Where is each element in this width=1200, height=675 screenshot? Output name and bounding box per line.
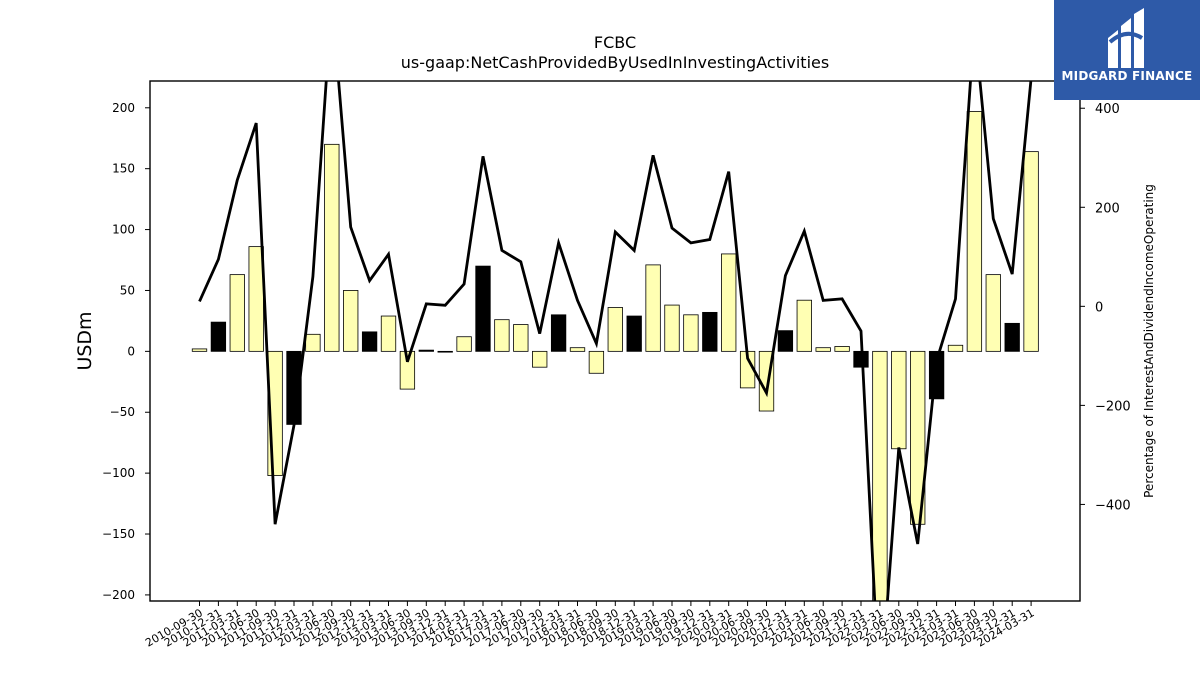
- bar: [324, 143, 340, 352]
- chart-title: FCBC: [594, 33, 636, 52]
- bar: [494, 319, 510, 352]
- y2-tick-label: 200: [1095, 201, 1120, 216]
- bar: [399, 350, 416, 390]
- bar: [456, 336, 472, 352]
- bar: [891, 350, 907, 450]
- y-tick-label: 50: [120, 283, 135, 297]
- bar: [815, 347, 831, 352]
- bar: [607, 307, 623, 352]
- bar: [834, 346, 850, 352]
- y2-tick-label: −400: [1095, 498, 1131, 513]
- bar: [777, 330, 794, 352]
- y-axis-right: −400 −200 0 200 400: [1080, 102, 1131, 513]
- bar: [721, 253, 737, 352]
- bar: [872, 350, 888, 601]
- y-tick-label: −200: [102, 588, 135, 602]
- bar: [550, 314, 567, 352]
- bar: [966, 111, 983, 352]
- bar: [191, 348, 208, 352]
- y-axis-label: USDm: [74, 311, 96, 370]
- y2-tick-label: −200: [1095, 399, 1131, 414]
- y-axis-left: −200 −150 −100 −50 0 50 100 150 200: [102, 101, 150, 602]
- y2-axis-label: Percentage of InterestAndDividendIncomeO…: [1142, 184, 1156, 498]
- midgard-logo-icon: [1108, 8, 1144, 68]
- bar: [513, 324, 529, 352]
- y2-tick-label: 400: [1095, 102, 1120, 117]
- bar: [796, 299, 812, 352]
- x-axis: 2010-09-302010-12-312011-03-312011-06-30…: [143, 601, 1037, 650]
- bar: [985, 274, 1001, 352]
- bar: [229, 274, 245, 352]
- y-tick-label: −50: [110, 405, 135, 419]
- bar: [437, 350, 453, 353]
- bar: [947, 344, 964, 352]
- y2-tick-label: 0: [1095, 300, 1103, 315]
- brand-logo: MIDGARD FINANCE: [1054, 0, 1200, 100]
- bar: [418, 349, 434, 352]
- y-tick-label: −100: [102, 466, 135, 480]
- bar: [248, 246, 264, 352]
- bar: [343, 290, 359, 352]
- y-tick-label: −150: [102, 527, 135, 541]
- bar: [664, 304, 680, 352]
- bar: [1004, 322, 1020, 352]
- chart-subtitle: us-gaap:NetCashProvidedByUsedInInvesting…: [401, 53, 829, 72]
- bar: [1023, 151, 1039, 352]
- bar-series: [191, 111, 1039, 601]
- bar: [645, 264, 661, 352]
- line-series: [198, 81, 1033, 601]
- bar: [210, 321, 227, 352]
- bar: [910, 350, 926, 525]
- bar: [626, 315, 642, 352]
- bar: [361, 331, 378, 352]
- y-tick-label: 200: [112, 101, 135, 115]
- bar: [475, 265, 491, 352]
- bar: [569, 347, 586, 352]
- bar: [305, 333, 321, 352]
- bar: [702, 311, 718, 352]
- bar: [532, 350, 548, 368]
- bar: [588, 350, 605, 374]
- y-tick-label: 100: [112, 223, 135, 237]
- y-tick-label: 0: [127, 344, 135, 358]
- bar: [380, 315, 397, 352]
- brand-name: MIDGARD FINANCE: [1061, 69, 1193, 83]
- line-path: [198, 81, 1033, 601]
- y-tick-label: 150: [112, 162, 135, 176]
- bar: [683, 314, 699, 352]
